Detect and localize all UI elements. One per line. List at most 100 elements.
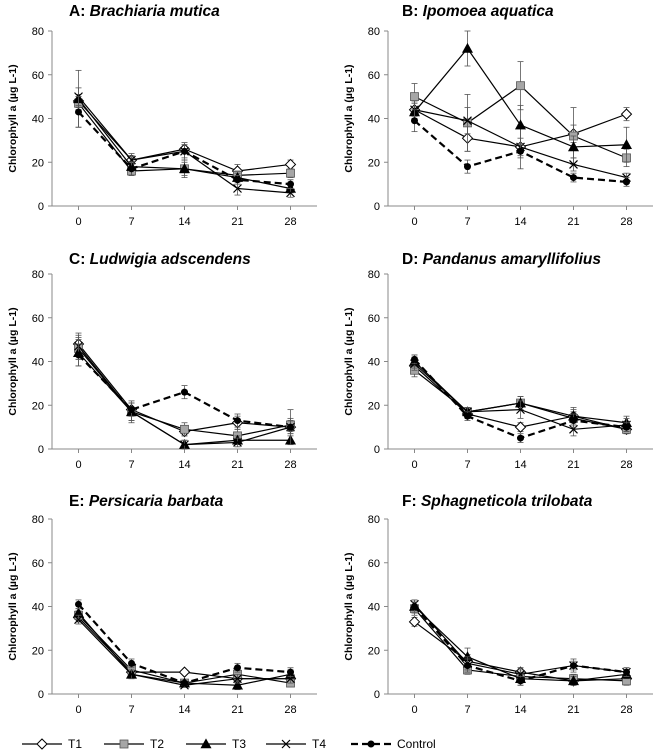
data-point — [233, 674, 242, 684]
data-point — [75, 108, 82, 116]
y-tick-label: 20 — [368, 645, 380, 657]
legend-marker — [36, 738, 48, 750]
chart-title: B: Ipomoea aquatica — [402, 3, 554, 20]
data-point — [286, 188, 295, 198]
data-point — [464, 662, 471, 670]
data-point — [128, 406, 135, 414]
legend-marker — [281, 739, 291, 749]
data-point — [517, 677, 524, 685]
data-point — [127, 669, 136, 679]
x-tick-label: 7 — [128, 216, 134, 228]
data-point — [127, 155, 136, 165]
data-point — [411, 355, 418, 363]
data-point — [570, 174, 577, 182]
data-point — [620, 139, 633, 150]
chart-panel-a: A: Brachiaria mutica Chlorophyll a (µg L-… — [7, 3, 317, 228]
legend-label: Control — [397, 737, 436, 751]
legend-marker — [200, 738, 212, 749]
chart-title: D: Pandanus amaryllifolius — [402, 251, 601, 268]
chart-title-letter: E: — [69, 493, 89, 510]
data-point — [178, 666, 191, 678]
chart-title-species: Sphagneticola trilobata — [421, 493, 593, 510]
series-control — [75, 343, 294, 435]
y-tick-label: 40 — [32, 114, 44, 126]
chart-title-letter: B: — [402, 3, 423, 20]
x-tick-label: 28 — [284, 216, 296, 228]
data-point — [464, 412, 471, 420]
chart-title-species: Ipomoea aquatica — [423, 3, 554, 20]
data-point — [287, 423, 294, 431]
data-point — [517, 434, 524, 442]
y-tick-label: 20 — [32, 157, 44, 169]
legend: T1 T2 T3 T4 Control — [22, 737, 436, 751]
data-point — [180, 440, 189, 450]
y-axis-label: Chlorophyll a (µg L-1) — [343, 307, 355, 415]
data-point — [410, 92, 419, 102]
y-tick-label: 60 — [32, 313, 44, 325]
y-tick-label: 60 — [368, 558, 380, 570]
data-point — [569, 424, 578, 434]
x-tick-label: 7 — [464, 704, 470, 716]
chart-title: E: Persicaria barbata — [69, 493, 224, 510]
data-point — [514, 119, 527, 130]
series-control — [75, 599, 294, 687]
legend-label: T3 — [232, 737, 246, 751]
chart-title-letter: D: — [402, 251, 423, 268]
x-tick-label: 0 — [75, 704, 81, 716]
x-tick-label: 0 — [411, 704, 417, 716]
x-tick-label: 21 — [567, 704, 579, 716]
y-axis-label: Chlorophyll a (µg L-1) — [7, 552, 19, 660]
x-tick-label: 21 — [231, 216, 243, 228]
y-tick-label: 80 — [368, 514, 380, 526]
data-point — [514, 421, 527, 433]
legend-marker — [367, 740, 375, 748]
series-t4 — [74, 87, 295, 198]
y-tick-label: 80 — [32, 26, 44, 38]
x-tick-label: 14 — [178, 459, 190, 471]
x-tick-label: 21 — [231, 459, 243, 471]
x-tick-label: 14 — [514, 216, 526, 228]
chart-title-species: Persicaria barbata — [89, 493, 224, 510]
data-point — [620, 108, 633, 120]
x-tick-label: 14 — [178, 704, 190, 716]
x-tick-label: 14 — [514, 704, 526, 716]
series-control — [75, 96, 294, 189]
chart-title-letter: A: — [69, 3, 90, 20]
data-point — [284, 158, 297, 171]
legend-marker — [119, 739, 129, 749]
data-point — [233, 438, 242, 447]
y-axis-label: Chlorophyll a (µg L-1) — [343, 64, 355, 172]
data-point — [234, 664, 241, 672]
data-point — [128, 165, 135, 173]
data-point — [286, 674, 295, 684]
x-tick-label: 7 — [128, 459, 134, 471]
data-point — [180, 424, 189, 434]
x-tick-label: 21 — [567, 216, 579, 228]
legend-item-t2: T2 — [104, 737, 164, 751]
data-point — [623, 423, 630, 431]
x-tick-label: 21 — [231, 704, 243, 716]
y-tick-label: 60 — [368, 70, 380, 82]
y-axis-label: Chlorophyll a (µg L-1) — [7, 307, 19, 415]
legend-label: T4 — [312, 737, 326, 751]
y-tick-label: 40 — [32, 357, 44, 369]
x-tick-label: 28 — [620, 216, 632, 228]
legend-item-control: Control — [351, 737, 436, 751]
data-point — [516, 405, 525, 415]
data-point — [516, 669, 525, 679]
chart-panel-d: D: Pandanus amaryllifolius Chlorophyll a … — [343, 251, 653, 471]
y-tick-label: 20 — [32, 645, 44, 657]
data-point — [234, 176, 241, 184]
data-point — [517, 147, 524, 155]
chart-title: F: Sphagneticola trilobata — [402, 493, 593, 510]
data-point — [75, 351, 82, 359]
series-control — [411, 109, 630, 187]
y-tick-label: 60 — [368, 313, 380, 325]
data-point — [178, 163, 191, 174]
y-tick-label: 0 — [374, 444, 380, 456]
series-line — [77, 354, 291, 429]
y-axis-label: Chlorophyll a (µg L-1) — [343, 552, 355, 660]
x-tick-label: 28 — [284, 459, 296, 471]
chart-title-species: Pandanus amaryllifolius — [423, 251, 602, 268]
